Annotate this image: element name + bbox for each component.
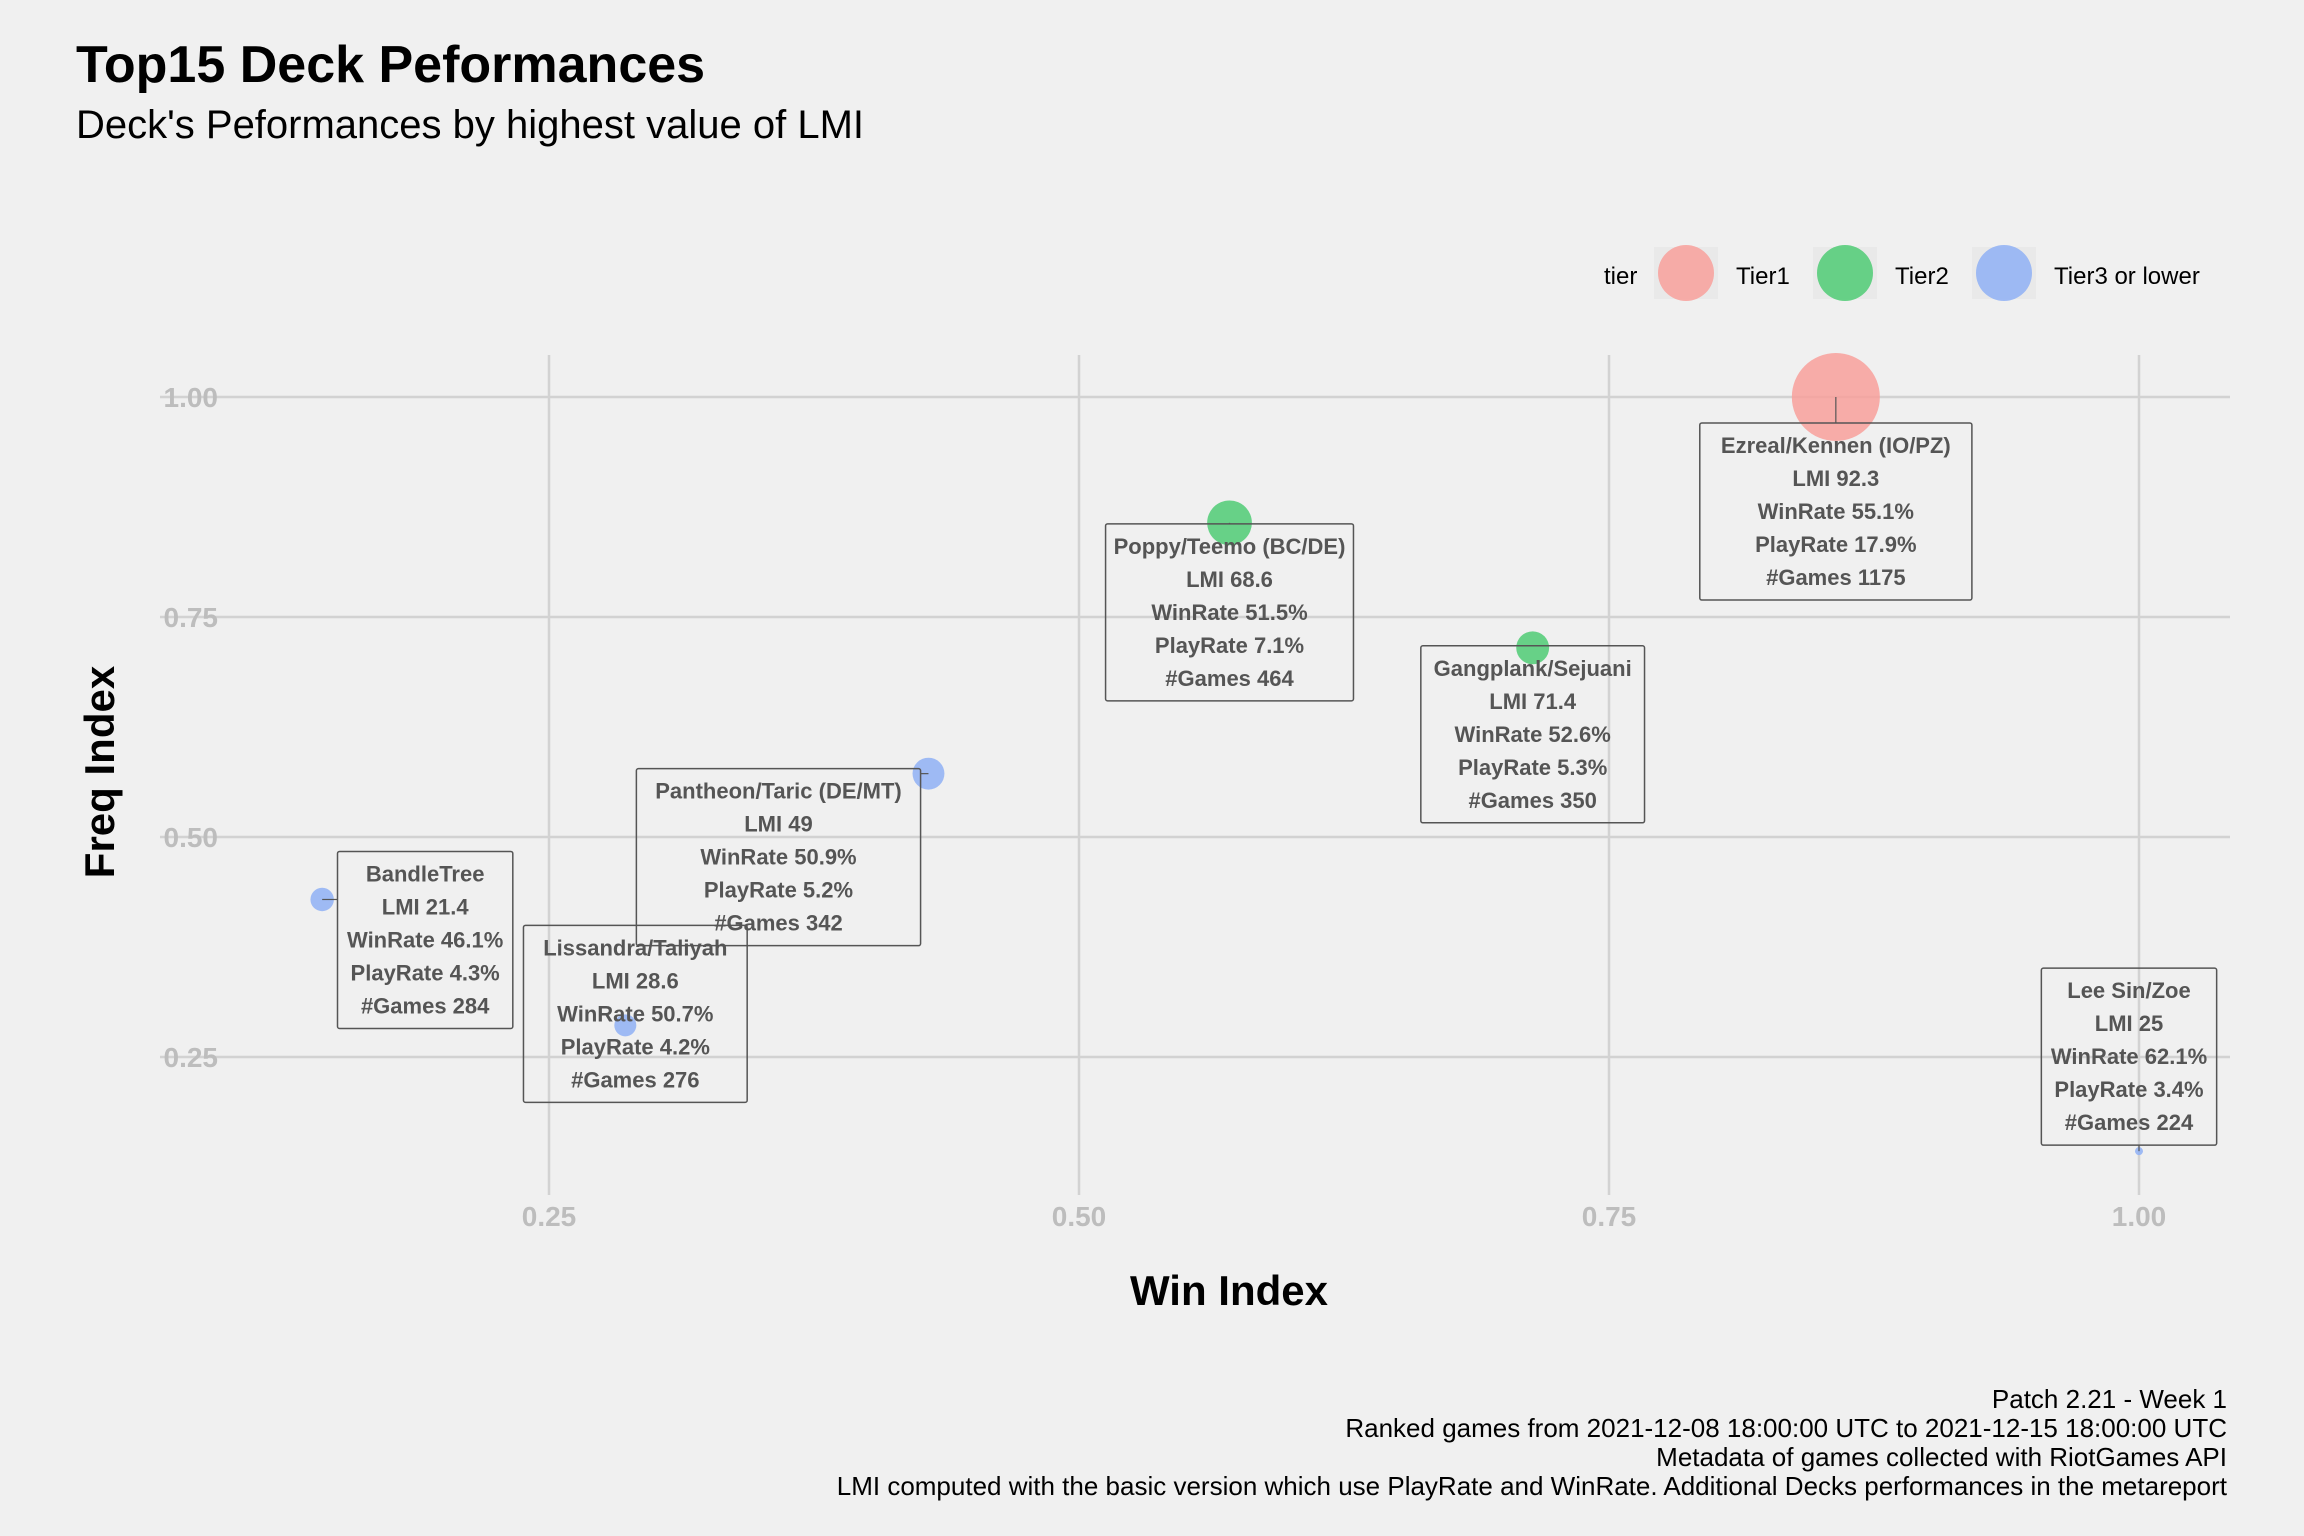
label-stat: #Games 1175 bbox=[1766, 565, 1905, 590]
label-stat: #Games 342 bbox=[714, 911, 842, 936]
caption-line-4: LMI computed with the basic version whic… bbox=[837, 1471, 2228, 1501]
label-deck-name: Pantheon/Taric (DE/MT) bbox=[655, 779, 902, 804]
label-stat: PlayRate 3.4% bbox=[2054, 1077, 2203, 1102]
data-label-box: Lissandra/Taliyah LMI 28.6 WinRate 50.7% Pl… bbox=[522, 924, 748, 1104]
data-label-box: Gangplank/Sejuani LMI 71.4 WinRate 52.6% Pl… bbox=[1420, 645, 1646, 824]
label-stat: PlayRate 4.2% bbox=[561, 1034, 710, 1059]
label-stat: WinRate 46.1% bbox=[347, 927, 503, 952]
label-stat: WinRate 52.6% bbox=[1455, 722, 1611, 747]
data-label-box: Ezreal/Kennen (IO/PZ) LMI 92.3 WinRate 55.… bbox=[1699, 422, 1973, 601]
x-tick-label: 1.00 bbox=[2112, 1201, 2167, 1232]
label-stat: PlayRate 4.3% bbox=[351, 960, 500, 985]
label-stat: WinRate 50.7% bbox=[557, 1001, 713, 1026]
caption: Patch 2.21 - Week 1 Ranked games from 20… bbox=[837, 1384, 2228, 1501]
label-deck-name: Ezreal/Kennen (IO/PZ) bbox=[1721, 433, 1951, 458]
y-tick-label: 1.00 bbox=[164, 382, 219, 413]
label-stat: WinRate 55.1% bbox=[1758, 499, 1914, 524]
label-deck-name: Lissandra/Taliyah bbox=[543, 935, 727, 960]
label-stat: LMI 25 bbox=[2095, 1011, 2163, 1036]
label-stat: PlayRate 17.9% bbox=[1755, 532, 1916, 557]
label-border bbox=[635, 767, 922, 947]
chart-subtitle: Deck's Peformances by highest value of L… bbox=[76, 103, 864, 147]
label-deck-name: Lee Sin/Zoe bbox=[2067, 978, 2190, 1003]
label-stat: WinRate 51.5% bbox=[1151, 600, 1307, 625]
x-tick-label: 0.75 bbox=[1582, 1201, 1637, 1232]
label-stat: LMI 21.4 bbox=[382, 894, 470, 919]
legend-label-tier2: Tier2 bbox=[1895, 263, 1949, 290]
label-stat: WinRate 50.9% bbox=[700, 845, 856, 870]
legend-item-tier3: Tier3 or lower bbox=[1972, 245, 2200, 301]
legend-swatch-tier3 bbox=[1976, 245, 2032, 301]
point-lissandra-taliyah bbox=[614, 1014, 637, 1037]
y-tick-label: 0.25 bbox=[164, 1042, 219, 1073]
grid-lines bbox=[160, 355, 2230, 1195]
data-label-box: Poppy/Teemo (BC/DE) LMI 68.6 WinRate 51.5%… bbox=[1104, 523, 1355, 702]
label-stat: PlayRate 5.2% bbox=[704, 878, 853, 903]
caption-line-1: Patch 2.21 - Week 1 bbox=[1992, 1384, 2227, 1414]
label-deck-name: Gangplank/Sejuani bbox=[1434, 656, 1632, 681]
label-stat: PlayRate 5.3% bbox=[1458, 755, 1607, 780]
label-stat: LMI 28.6 bbox=[592, 968, 679, 993]
legend-item-tier1: Tier1 bbox=[1654, 245, 1790, 301]
axis-ticks: 0.25 0.50 0.75 1.00 0.25 0.50 0.75 1.00 bbox=[164, 382, 2167, 1232]
label-border bbox=[1420, 645, 1646, 824]
x-tick-label: 0.50 bbox=[1052, 1201, 1107, 1232]
label-stat: LMI 68.6 bbox=[1186, 567, 1273, 592]
label-stat: #Games 276 bbox=[571, 1067, 699, 1092]
caption-line-2: Ranked games from 2021-12-08 18:00:00 UT… bbox=[1345, 1413, 2227, 1443]
legend-label-tier1: Tier1 bbox=[1736, 263, 1790, 290]
legend: tier Tier1 Tier2 Tier3 or lower bbox=[1604, 245, 2200, 301]
legend-title: tier bbox=[1604, 263, 1637, 290]
label-border bbox=[336, 850, 514, 1030]
legend-swatch-tier2 bbox=[1817, 245, 1873, 301]
data-label-box: Pantheon/Taric (DE/MT) LMI 49 WinRate 50.9… bbox=[635, 767, 922, 947]
label-stat: WinRate 62.1% bbox=[2051, 1044, 2207, 1069]
label-stat: LMI 71.4 bbox=[1489, 689, 1577, 714]
y-axis-title: Freq Index bbox=[76, 665, 123, 878]
label-border bbox=[522, 924, 748, 1104]
label-border bbox=[1699, 422, 1973, 601]
label-stat: #Games 224 bbox=[2065, 1110, 2194, 1135]
label-stat: PlayRate 7.1% bbox=[1155, 633, 1304, 658]
label-border bbox=[2040, 967, 2218, 1146]
x-tick-label: 0.25 bbox=[522, 1201, 577, 1232]
label-stat: #Games 284 bbox=[361, 993, 490, 1018]
data-label-box: Lee Sin/Zoe LMI 25 WinRate 62.1% PlayRate 3… bbox=[2040, 967, 2218, 1146]
label-deck-name: Poppy/Teemo (BC/DE) bbox=[1114, 534, 1346, 559]
label-deck-name: BandleTree bbox=[366, 861, 485, 886]
label-stat: LMI 49 bbox=[744, 812, 812, 837]
legend-item-tier2: Tier2 bbox=[1813, 245, 1949, 301]
label-stat: #Games 464 bbox=[1165, 666, 1294, 691]
x-axis-title: Win Index bbox=[1130, 1267, 1329, 1314]
point-gangplank-sejuani bbox=[1516, 631, 1550, 665]
data-labels: Ezreal/Kennen (IO/PZ) LMI 92.3 WinRate 55.… bbox=[322, 397, 2218, 1152]
label-stat: LMI 92.3 bbox=[1792, 466, 1879, 491]
y-tick-label: 0.75 bbox=[164, 602, 219, 633]
caption-line-3: Metadata of games collected with RiotGam… bbox=[1656, 1442, 2227, 1472]
label-stat: #Games 350 bbox=[1468, 788, 1596, 813]
legend-swatch-tier1 bbox=[1658, 245, 1714, 301]
y-tick-label: 0.50 bbox=[164, 822, 219, 853]
data-label-box: BandleTree LMI 21.4 WinRate 46.1% PlayRate … bbox=[336, 850, 514, 1030]
chart-title: Top15 Deck Peformances bbox=[76, 36, 705, 94]
label-border bbox=[1104, 523, 1355, 702]
legend-label-tier3: Tier3 or lower bbox=[2054, 263, 2200, 290]
